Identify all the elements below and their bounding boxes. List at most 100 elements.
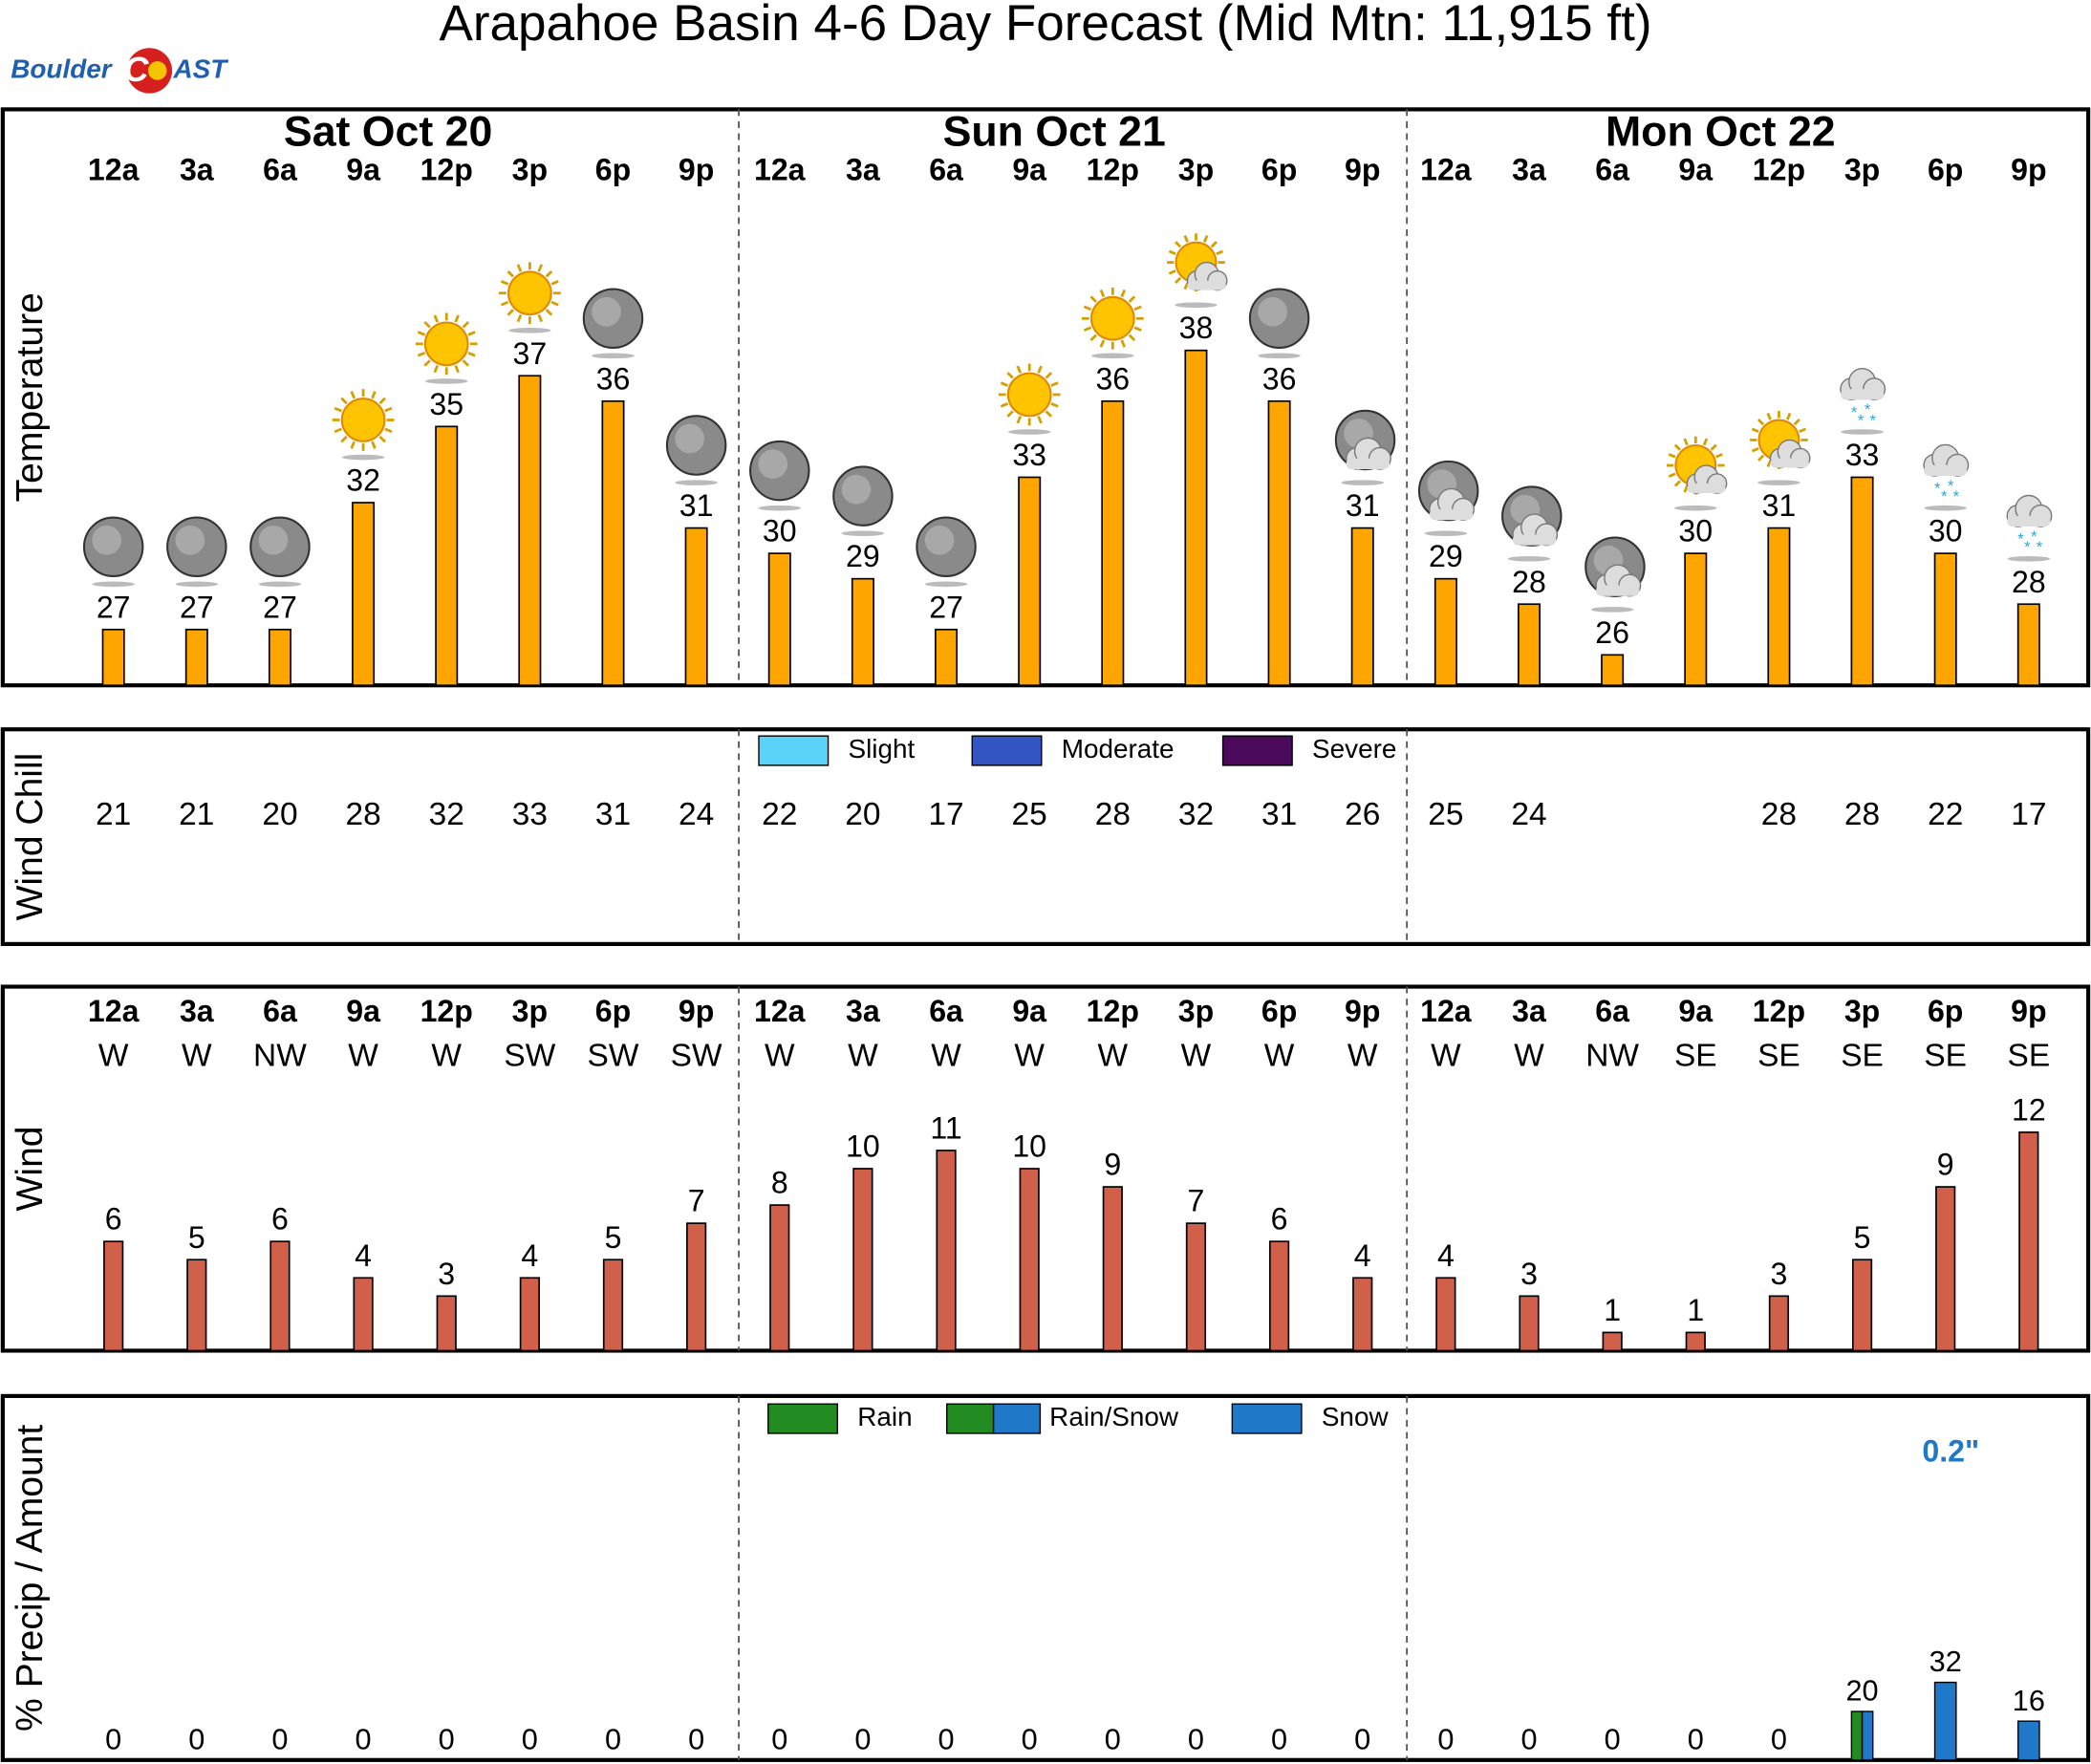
icon-ray	[1766, 460, 1772, 468]
icon-ray	[1133, 326, 1142, 332]
icon-ray	[454, 314, 460, 323]
logo-dot	[147, 61, 167, 80]
icon-shadow	[1590, 607, 1634, 613]
hour-label: 3a	[180, 152, 215, 186]
wind-direction: W	[1014, 1038, 1045, 1073]
value-label: 26	[1345, 797, 1380, 832]
value-label: 0	[1437, 1722, 1454, 1755]
icon-shadow	[1341, 480, 1385, 485]
logo-right: AST	[172, 54, 228, 83]
icon-shadow	[1007, 429, 1051, 435]
wind-direction: SW	[504, 1038, 555, 1073]
icon-ray	[1083, 326, 1092, 332]
hour-label: 6p	[595, 994, 631, 1028]
logo-left: Boulder	[11, 54, 114, 83]
value-label: 6	[271, 1202, 289, 1237]
panel-label: Wind	[10, 1127, 51, 1212]
bar	[1350, 527, 1374, 687]
value-label: 22	[762, 797, 797, 832]
icon-ray	[462, 359, 470, 367]
weather-icon	[1750, 411, 1811, 485]
bar	[1767, 527, 1791, 687]
value-label: 36	[596, 361, 631, 396]
bar	[1684, 552, 1708, 687]
weather-icon	[166, 516, 227, 588]
icon-ray	[1050, 402, 1059, 408]
value-label: 28	[345, 797, 380, 832]
value-label: 0	[938, 1722, 955, 1755]
icon-ray	[1083, 305, 1092, 312]
bar	[184, 628, 208, 687]
value-label: 30	[1929, 514, 1963, 549]
icon-shadow	[341, 454, 385, 461]
weather-icon: * ** *	[1923, 443, 1970, 511]
icon-shadow	[2007, 555, 2051, 562]
value-label: 31	[595, 797, 631, 832]
bar	[269, 1240, 291, 1352]
legend-swatch	[1221, 735, 1293, 766]
bar	[1019, 1168, 1040, 1352]
hour-label: 6a	[263, 152, 298, 186]
icon-shadow	[1175, 302, 1218, 309]
panel-frame	[0, 727, 2091, 946]
icon-ray	[433, 314, 440, 323]
weather-icon	[665, 415, 727, 485]
weather-icon	[1501, 485, 1563, 562]
hour-label: 9a	[1678, 994, 1714, 1028]
day-label: Sun Oct 21	[943, 109, 1166, 156]
icon-shadow	[508, 328, 551, 333]
icon-shadow	[924, 581, 968, 588]
wind-direction: SW	[671, 1038, 722, 1073]
icon-ray	[350, 441, 356, 449]
value-label: 11	[930, 1111, 961, 1146]
value-label: 31	[1346, 488, 1380, 523]
chart-title: Arapahoe Basin 4-6 Day Forecast (Mid Mtn…	[439, 0, 1651, 52]
value-label: 32	[346, 463, 380, 498]
value-label: 0	[1022, 1722, 1038, 1755]
icon-shadow	[1258, 353, 1301, 359]
icon-ray	[1673, 480, 1681, 487]
icon-ray	[1000, 402, 1009, 408]
value-label: 32	[1178, 797, 1214, 832]
icon-cloud	[1924, 464, 1968, 477]
value-label: 32	[1929, 1645, 1962, 1678]
value-label: 0	[1188, 1722, 1204, 1755]
hour-label: 6a	[929, 152, 964, 186]
bar	[1184, 349, 1208, 687]
value-label: 0	[605, 1722, 621, 1755]
icon-shadow	[424, 378, 468, 384]
icon-sun	[507, 270, 552, 316]
weather-icon	[1334, 409, 1396, 485]
hour-label: 12a	[754, 152, 807, 186]
bar-part	[1861, 1710, 1874, 1761]
legend-label: Moderate	[1062, 734, 1175, 764]
icon-ray	[1099, 339, 1106, 348]
icon-ray	[417, 351, 426, 357]
icon-moon-shade	[175, 525, 205, 555]
hour-label: 12a	[754, 994, 807, 1028]
icon-ray	[1045, 410, 1053, 418]
weather-icon	[916, 516, 977, 588]
panel-frame	[0, 107, 2091, 688]
wind-direction: W	[1431, 1038, 1461, 1073]
value-label: 5	[188, 1220, 205, 1255]
weather-icon	[1666, 436, 1728, 511]
icon-ray	[1673, 443, 1681, 451]
wind-direction: SE	[1674, 1038, 1717, 1073]
icon-ray	[1751, 427, 1759, 433]
wind-direction: W	[1264, 1038, 1295, 1073]
hour-label: 3p	[512, 152, 548, 186]
hour-label: 6p	[1261, 994, 1297, 1028]
value-label: 27	[929, 590, 963, 624]
icon-ray	[1183, 282, 1189, 290]
hour-label: 9a	[1012, 152, 1047, 186]
bar	[1352, 1277, 1373, 1352]
icon-shadow	[841, 530, 885, 537]
icon-ray	[417, 331, 426, 336]
value-label: 9	[1937, 1148, 1954, 1182]
bar	[1185, 1222, 1207, 1352]
legend-label: Rain/Snow	[1049, 1402, 1179, 1431]
precip-bar	[2016, 1720, 2040, 1761]
day-label: Mon Oct 22	[1606, 109, 1836, 156]
wind-direction: SE	[1924, 1038, 1967, 1073]
